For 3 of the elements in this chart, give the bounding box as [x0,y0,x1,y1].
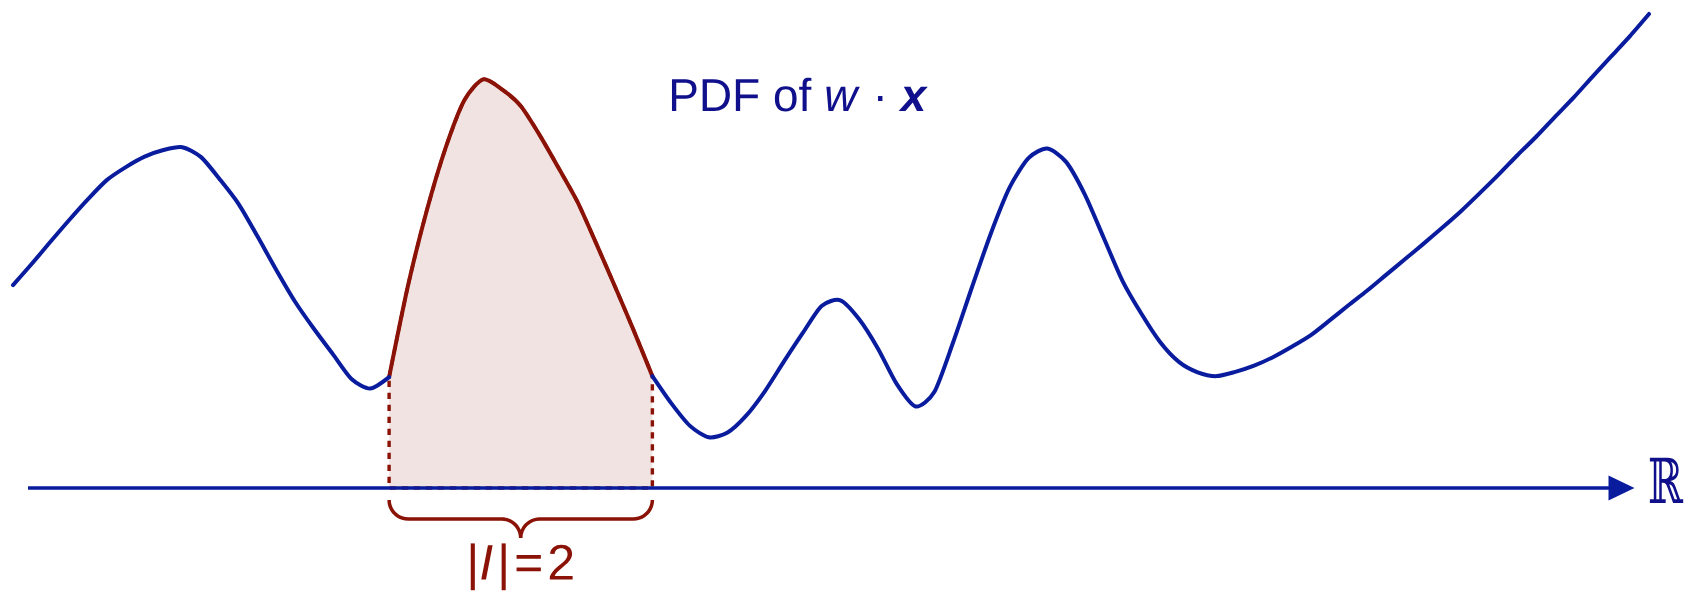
x-axis-title: ℝ [1649,457,1684,503]
text: |I|=2 [470,543,573,591]
text: PDF of w · x [671,77,928,112]
